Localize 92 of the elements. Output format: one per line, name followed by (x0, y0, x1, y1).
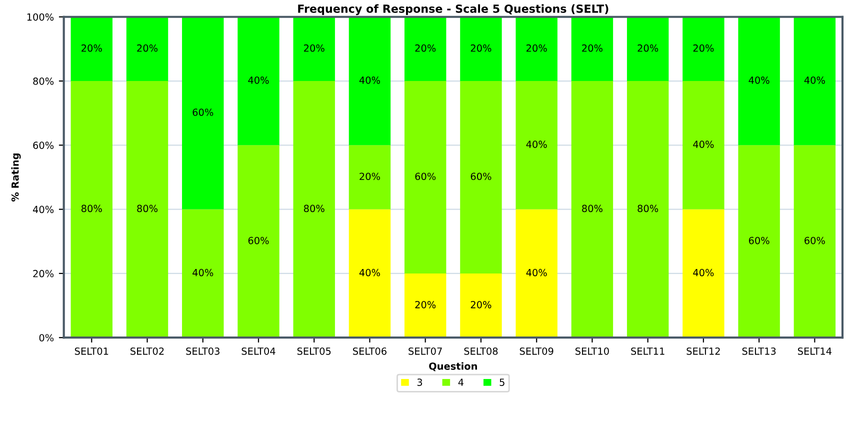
x-tick-label: SELT06 (353, 347, 386, 355)
bar (794, 145, 836, 338)
data-label: 60% (248, 236, 269, 244)
data-label: 80% (582, 204, 602, 212)
x-axis-title: Question (429, 362, 477, 372)
y-tick-label: 0% (39, 334, 54, 342)
bar (516, 16, 558, 82)
bar (348, 209, 391, 338)
bar (516, 209, 558, 338)
data-label: 60% (470, 172, 492, 180)
bar (682, 16, 724, 82)
data-label: 40% (693, 268, 714, 276)
x-tick-label: SELT09 (520, 347, 554, 355)
data-label: 20% (415, 300, 436, 308)
bar (626, 16, 669, 82)
bar (460, 16, 502, 82)
bar (70, 16, 112, 82)
bar (126, 81, 168, 338)
x-tick-label: SELT12 (686, 347, 720, 355)
x-tick-label: SELT11 (631, 347, 664, 355)
y-tick-label: 20% (33, 270, 54, 278)
y-tick-label: 100% (27, 13, 54, 21)
bar (238, 145, 280, 338)
data-label: 80% (304, 204, 324, 212)
bar (182, 209, 224, 338)
bar (404, 273, 446, 338)
x-tick-label: SELT14 (798, 347, 832, 355)
bar (571, 81, 614, 338)
data-label: 40% (359, 76, 380, 84)
data-label: 20% (582, 44, 602, 52)
x-tick-label: SELT05 (297, 347, 331, 355)
bar (348, 16, 391, 146)
bar (70, 81, 112, 338)
y-axis-title: % Rating (11, 154, 21, 202)
x-tick-label: SELT04 (242, 347, 276, 355)
legend-label: 3 (417, 378, 422, 386)
bar (126, 16, 168, 82)
x-tick-label: SELT13 (742, 347, 776, 355)
data-label: 20% (360, 172, 380, 180)
bar (404, 81, 446, 274)
bar (293, 81, 335, 338)
bar (460, 81, 502, 274)
data-label: 40% (526, 140, 547, 148)
x-tick-label: SELT08 (464, 347, 498, 355)
chart-title: Frequency of Response - Scale 5 Questions (SELT) (298, 4, 608, 16)
y-tick-label: 60% (33, 142, 54, 149)
y-tick-label: 80% (33, 78, 54, 85)
data-label: 40% (526, 268, 547, 276)
data-label: 60% (415, 172, 436, 180)
data-label: 80% (638, 204, 658, 212)
bar (238, 16, 280, 146)
bar (516, 81, 558, 210)
bar (460, 273, 502, 338)
bar (571, 16, 614, 82)
x-tick-label: SELT02 (130, 347, 164, 355)
x-tick-label: SELT07 (408, 347, 442, 355)
data-label: 40% (804, 76, 825, 84)
bar (348, 145, 391, 210)
data-label: 40% (748, 76, 770, 84)
bar (404, 16, 446, 82)
data-label: 20% (82, 44, 102, 52)
data-label: 60% (192, 108, 214, 116)
legend-label: 5 (500, 378, 504, 386)
data-label: 20% (526, 44, 547, 52)
data-label: 20% (304, 44, 324, 52)
data-label: 60% (748, 236, 770, 244)
bar (626, 81, 669, 338)
bar (738, 16, 780, 146)
data-label: 20% (470, 44, 492, 52)
data-label: 20% (638, 44, 658, 52)
x-tick-label: SELT01 (74, 347, 108, 355)
data-label: 20% (415, 44, 436, 52)
bar (182, 16, 224, 210)
data-label: 40% (359, 268, 380, 276)
bar (794, 16, 836, 146)
data-label: 80% (137, 204, 158, 212)
data-label: 20% (137, 44, 158, 52)
bar (682, 209, 724, 338)
data-label: 40% (192, 268, 214, 276)
data-label: 80% (81, 204, 102, 212)
y-tick-label: 40% (32, 206, 54, 214)
data-label: 20% (470, 300, 492, 308)
data-label: 60% (804, 236, 825, 244)
data-label: 40% (693, 140, 714, 148)
data-label: 40% (248, 76, 269, 84)
x-tick-label: SELT03 (186, 347, 220, 355)
bar (682, 81, 724, 210)
bar (738, 145, 780, 338)
bar (293, 16, 335, 82)
x-tick-label: SELT10 (575, 347, 609, 355)
data-label: 20% (693, 44, 714, 52)
legend-label: 4 (458, 378, 464, 386)
